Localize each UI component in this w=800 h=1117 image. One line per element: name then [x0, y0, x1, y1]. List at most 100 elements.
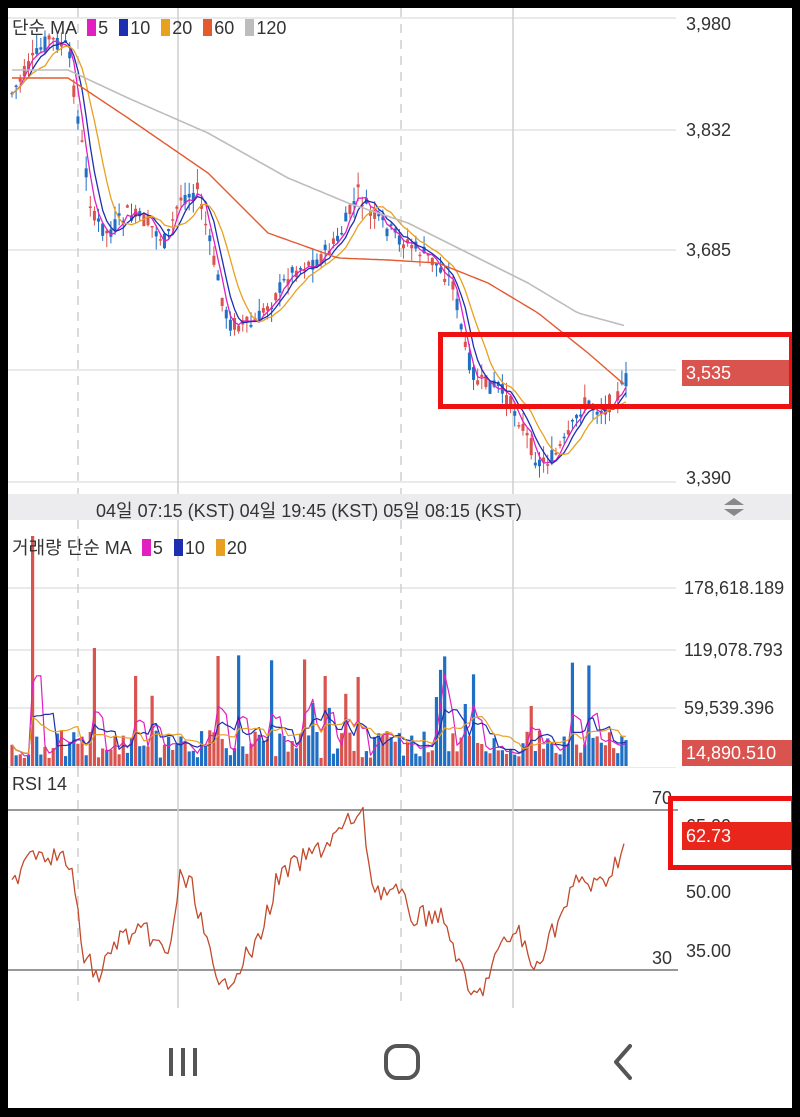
candle-body: [434, 263, 438, 266]
volume-bar: [373, 736, 377, 766]
volume-legend-label: 거래량 단순 MA: [12, 538, 131, 558]
candle-body: [521, 424, 525, 431]
volume-bar: [521, 743, 525, 766]
volume-bar: [51, 748, 55, 766]
candle-body: [319, 254, 323, 264]
home-icon[interactable]: [380, 1040, 424, 1084]
candle-body: [406, 239, 410, 244]
ma5-line: [11, 40, 627, 464]
price-panel[interactable]: 단순 MA 5 10 20 60 120 3,980 3,832 3,685 3…: [8, 8, 792, 494]
volume-bar: [480, 743, 484, 766]
volume-bar: [385, 731, 389, 766]
volume-bar: [195, 757, 200, 766]
current-price-badge: 3,535: [682, 360, 790, 386]
candle-body: [340, 232, 344, 235]
volume-bar: [533, 751, 537, 766]
rsi-level-low-label: 30: [652, 948, 673, 968]
candle-body: [76, 116, 80, 124]
volume-bar: [327, 707, 331, 766]
volume-bar: [183, 742, 187, 766]
vol-ma5-line: [11, 673, 627, 757]
volume-bar: [171, 749, 175, 766]
volume-bar: [438, 669, 443, 766]
volume-bar: [47, 757, 51, 766]
volume-bar: [422, 731, 426, 766]
candle-body: [492, 380, 496, 387]
resize-handle-icon[interactable]: [722, 496, 746, 518]
volume-bar: [14, 755, 18, 766]
price-legend: 단순 MA 5 10 20 60 120: [12, 14, 286, 40]
candle-body: [504, 395, 508, 407]
time-axis-bar[interactable]: 04일 07:15 (KST) 04일 19:45 (KST) 05일 08:1…: [8, 494, 792, 521]
ma20-line: [11, 45, 627, 456]
candle-body: [352, 201, 356, 206]
candle-body: [146, 215, 150, 226]
rsi-level-high-label: 70: [652, 788, 673, 808]
volume-bar: [26, 754, 31, 766]
candle-body: [463, 341, 467, 348]
volume-panel[interactable]: 거래량 단순 MA 5 10 20 178,618.189 119,078.79…: [8, 520, 792, 768]
volume-bar: [125, 752, 129, 766]
volume-bar: [39, 754, 43, 766]
candle-body: [542, 457, 546, 463]
volume-bar: [500, 750, 504, 766]
candle-body: [109, 229, 113, 237]
volume-legend: 거래량 단순 MA 5 10 20: [12, 534, 247, 560]
volume-bar: [414, 753, 418, 766]
rsi-panel[interactable]: RSI 14 70 30 65.00 50.00 35.00 62.73: [8, 768, 792, 1008]
candle-body: [220, 297, 224, 306]
candle-body: [603, 405, 607, 415]
candle-body: [18, 78, 22, 82]
volume-bar: [335, 748, 340, 766]
candle-body: [385, 228, 389, 237]
current-price-value: 3,535: [686, 363, 732, 383]
volume-bar: [612, 748, 616, 766]
volume-bar: [340, 733, 344, 766]
ma120-line: [12, 69, 625, 327]
volume-bar: [162, 744, 167, 766]
candle-body: [167, 229, 171, 232]
ma10-swatch: [119, 19, 129, 36]
volume-bar: [492, 738, 496, 766]
candle-body: [179, 197, 183, 201]
volume-bar: [282, 735, 286, 766]
candle-body: [467, 352, 471, 371]
volume-bar: [471, 674, 476, 766]
candle-body: [257, 310, 261, 322]
candle-body: [303, 269, 307, 272]
volume-bar: [158, 757, 162, 766]
volume-axis-label: 119,078.793: [684, 640, 783, 660]
candle-body: [488, 381, 492, 394]
price-chart[interactable]: [8, 8, 792, 494]
volume-bar: [447, 751, 451, 766]
recent-apps-icon[interactable]: [163, 1042, 203, 1082]
volume-bar: [109, 749, 113, 766]
candle-body: [381, 216, 385, 221]
ma10-line: [11, 40, 627, 465]
volume-bar: [96, 757, 101, 766]
volume-bar: [311, 702, 315, 766]
candle-body: [401, 244, 405, 249]
candle-body: [72, 85, 76, 97]
volume-bar: [550, 743, 554, 766]
volume-bar: [261, 740, 265, 766]
candle-body: [187, 193, 191, 198]
volume-bar: [154, 730, 158, 766]
volume-bar: [274, 756, 278, 766]
vol-ma10-label: 10: [184, 538, 205, 558]
rsi-chart[interactable]: [8, 768, 792, 1008]
volume-bar: [517, 756, 521, 766]
candle-body: [237, 325, 241, 332]
candle-body: [233, 317, 237, 330]
volume-bar: [105, 749, 109, 766]
volume-bar: [459, 737, 463, 766]
price-axis-label: 3,980: [686, 14, 732, 34]
volume-chart[interactable]: [8, 520, 792, 768]
volume-bar: [591, 737, 595, 766]
candle-body: [228, 319, 232, 331]
candle-body: [575, 414, 579, 419]
volume-bar: [331, 753, 336, 766]
volume-bar: [566, 743, 570, 766]
back-icon[interactable]: [604, 1042, 644, 1082]
